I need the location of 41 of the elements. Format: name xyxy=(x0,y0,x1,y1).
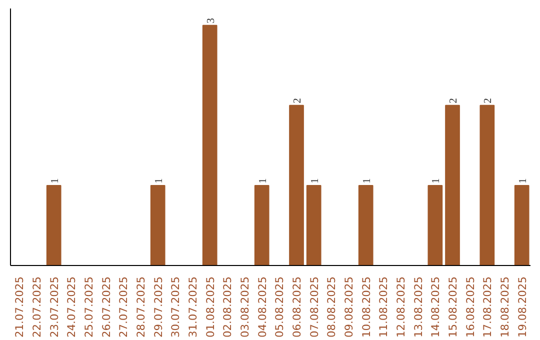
data-label: 3 xyxy=(206,18,217,24)
x-tick-label: 04.08.2025 xyxy=(256,276,269,338)
data-label: 1 xyxy=(258,178,269,184)
x-tick-label: 13.08.2025 xyxy=(412,276,425,338)
x-tick-label: 29.07.2025 xyxy=(152,276,165,338)
x-tick-label: 22.07.2025 xyxy=(30,276,44,338)
x-tick-label: 25.07.2025 xyxy=(82,276,96,338)
x-tick-label: 24.07.2025 xyxy=(65,276,78,338)
x-tick-label: 21.07.2025 xyxy=(13,276,26,338)
x-tick-label: 28.07.2025 xyxy=(134,276,148,338)
data-label: 1 xyxy=(362,178,373,184)
x-tick-label: 05.08.2025 xyxy=(273,276,286,338)
x-tick-label: 11.08.2025 xyxy=(377,276,390,338)
x-tick-label: 09.08.2025 xyxy=(342,276,356,338)
x-tick-label: 03.08.2025 xyxy=(238,276,252,338)
x-tick-label: 16.08.2025 xyxy=(464,276,477,338)
x-tick-label: 17.08.2025 xyxy=(481,276,494,338)
x-tick-label: 06.08.2025 xyxy=(290,276,304,338)
x-tick-label: 26.07.2025 xyxy=(100,276,113,338)
x-tick-label: 10.08.2025 xyxy=(360,276,373,338)
data-label: 1 xyxy=(431,178,442,184)
data-label: 1 xyxy=(310,178,321,184)
x-tick-label: 01.08.2025 xyxy=(204,276,217,338)
x-tick-label: 23.07.2025 xyxy=(48,276,61,338)
x-tick-label: 08.08.2025 xyxy=(325,276,338,338)
data-label: 1 xyxy=(154,178,165,184)
x-tick-label: 30.07.2025 xyxy=(169,276,182,338)
x-tick-label: 15.08.2025 xyxy=(446,276,460,338)
x-tick-label: 27.07.2025 xyxy=(117,276,130,338)
x-tick-label: 07.08.2025 xyxy=(308,276,321,338)
x-tick-label: 19.08.2025 xyxy=(516,276,529,338)
x-tick-label: 12.08.2025 xyxy=(394,276,408,338)
data-label: 2 xyxy=(448,98,460,104)
data-label: 1 xyxy=(50,178,61,184)
data-label: 1 xyxy=(518,178,529,184)
x-tick-label: 18.08.2025 xyxy=(498,276,512,338)
x-tick-label: 02.08.2025 xyxy=(221,276,234,338)
data-label: 2 xyxy=(292,98,304,104)
x-tick-label: 14.08.2025 xyxy=(429,276,442,338)
data-label: 2 xyxy=(483,98,494,104)
x-tick-label: 31.07.2025 xyxy=(186,276,200,338)
